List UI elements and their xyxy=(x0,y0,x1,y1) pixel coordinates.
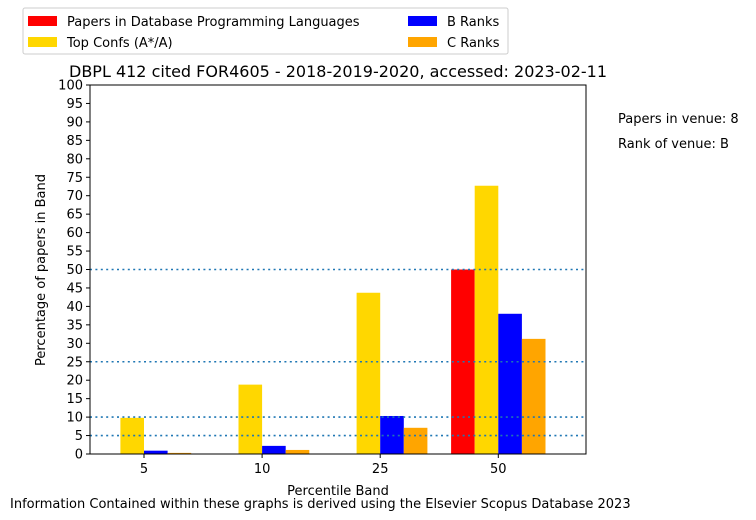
legend-swatch-b-ranks xyxy=(408,16,437,26)
x-tick-label: 25 xyxy=(372,462,389,477)
legend-label-c-ranks: C Ranks xyxy=(447,36,500,51)
y-tick-label: 25 xyxy=(66,355,83,370)
bar-2-50 xyxy=(498,313,522,454)
y-tick-label: 65 xyxy=(66,208,83,223)
y-tick-label: 60 xyxy=(66,226,83,241)
bar-1-25 xyxy=(356,292,381,454)
legend-label-papers: Papers in Database Programming Languages xyxy=(67,15,360,30)
y-tick-label: 75 xyxy=(66,171,83,186)
legend-frame xyxy=(22,7,509,55)
y-tick-label: 50 xyxy=(66,263,83,278)
footer-note: Information Contained within these graph… xyxy=(10,497,631,512)
x-axis-label: Percentile Band xyxy=(287,484,389,499)
bar-1-5 xyxy=(120,417,144,454)
y-tick-label: 40 xyxy=(66,300,83,315)
y-tick-label: 5 xyxy=(75,429,83,444)
y-tick-label: 10 xyxy=(66,411,83,426)
legend-swatch-c-ranks xyxy=(408,37,437,47)
y-tick-label: 55 xyxy=(66,245,83,260)
x-tick-label: 10 xyxy=(254,462,271,477)
bar-1-10 xyxy=(238,384,263,454)
y-tick-label: 90 xyxy=(66,115,83,130)
y-axis: 0 5 10 15 20 25 30 35 40 45 50 55 60 65 70 75 80 85 90 95 10… xyxy=(58,79,90,463)
bar-3-25 xyxy=(403,427,428,454)
bar-3-10 xyxy=(285,449,310,454)
plot-frame xyxy=(89,84,587,455)
legend-label-top-confs: Top Confs (A*/A) xyxy=(66,36,173,51)
bar-1-50 xyxy=(474,185,499,455)
rank-of-venue-note: Rank of venue: B xyxy=(618,137,729,152)
y-tick-label: 95 xyxy=(66,97,83,112)
y-tick-label: 15 xyxy=(66,392,83,407)
papers-in-venue-note: Papers in venue: 8 xyxy=(618,112,739,127)
y-tick-label: 45 xyxy=(66,281,83,296)
legend: Papers in Database Programming Languages… xyxy=(22,7,509,55)
legend-swatch-top-confs xyxy=(28,37,57,47)
bars-layer xyxy=(120,185,546,455)
reference-lines-layer xyxy=(90,268,586,437)
x-axis: 5 10 25 50 xyxy=(140,454,507,477)
y-tick-label: 0 xyxy=(75,448,83,463)
y-axis-label: Percentage of papers in Band xyxy=(34,174,49,366)
legend-label-b-ranks: B Ranks xyxy=(447,15,500,30)
y-tick-label: 30 xyxy=(66,337,83,352)
bar-2-10 xyxy=(262,445,286,454)
y-tick-label: 100 xyxy=(58,79,83,94)
bar-2-5 xyxy=(144,450,168,454)
y-tick-label: 20 xyxy=(66,374,83,389)
bar-3-5 xyxy=(167,452,192,454)
legend-swatch-papers xyxy=(28,16,57,26)
bar-2-25 xyxy=(380,415,404,454)
y-tick-label: 35 xyxy=(66,318,83,333)
y-tick-label: 70 xyxy=(66,189,83,204)
bar-3-50 xyxy=(521,338,546,454)
x-tick-label: 50 xyxy=(490,462,507,477)
chart-title: DBPL 412 cited FOR4605 - 2018-2019-2020,… xyxy=(69,62,607,81)
y-tick-label: 80 xyxy=(66,152,83,167)
y-tick-label: 85 xyxy=(66,134,83,149)
x-tick-label: 5 xyxy=(140,462,148,477)
